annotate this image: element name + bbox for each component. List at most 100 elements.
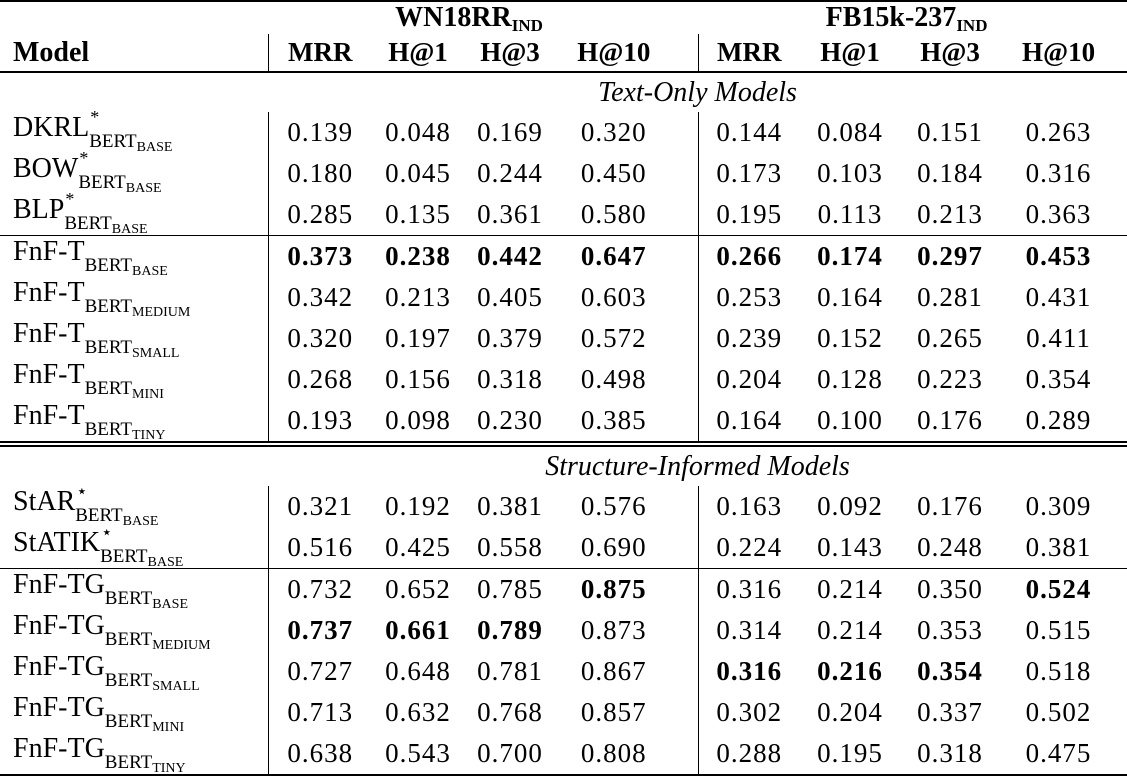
metric-column-header: H@1 [372,34,464,73]
model-subsubscript: BASE [147,555,184,570]
model-name-cell: FnF-TGBERTBASE [0,568,268,612]
model-name-cell: FnF-TGBERTMINI [0,692,268,735]
metric-value-cell: 0.316 [697,568,801,610]
metric-value-cell: 0.244 [477,158,543,188]
section-spacer-cell [0,72,268,112]
model-subscript-stack: * BERTBASE [89,108,172,155]
model-name-cell: FnF-TGBERTMEDIUM [0,610,268,653]
metric-value-cell: 0.576 [580,491,647,521]
metric-value-cell: 0.193 [267,400,372,443]
metric-value-cell: 0.214 [800,568,901,610]
metric-value-cell: 0.164 [817,282,883,312]
metric-value-cell: 0.100 [800,400,901,443]
metric-value-cell: 0.163 [697,486,801,527]
metric-value-cell: 0.475 [1025,738,1092,768]
model-subscript: BERT [78,172,126,193]
model-name-base: FnF-TG [13,569,105,600]
section-spacer-cell [0,446,268,486]
model-superscript-mark: * [65,189,75,209]
metric-value-cell: 0.195 [697,194,801,236]
metric-value-cell: 0.353 [917,615,983,645]
metric-value-cell: 0.113 [817,199,883,229]
metric-value-cell: 0.135 [385,199,451,229]
model-subscript: BERT [84,419,132,440]
metric-value-cell: 0.385 [556,400,699,443]
model-subsubscript: BASE [111,222,148,237]
metric-value-cell: 0.144 [697,112,801,153]
section-title: Structure-Informed Models [545,450,850,482]
model-subscript-stack: ⋆ BERTBASE [75,482,159,529]
model-subscript: BERT [84,378,132,399]
metric-value-cell: 0.873 [580,615,647,645]
model-name-base: FnF-TG [13,692,105,723]
metric-value-cell: 0.411 [1026,323,1091,353]
model-name-base: FnF-TG [13,610,105,641]
model-subscript-stack: BERTBASE [85,249,168,279]
metric-value-cell: 0.098 [372,400,464,443]
metric-value-cell: 0.103 [817,158,883,188]
section-header-row: Structure-Informed Models [0,446,1127,486]
metric-value-cell: 0.263 [1025,117,1092,147]
metric-value-cell: 0.288 [697,733,801,775]
model-name-base: StAR [13,486,76,517]
dataset-name: FB15k-237 [825,2,957,33]
metric-value-cell: 0.857 [580,697,647,727]
metric-value-cell: 0.867 [580,656,647,686]
model-subscript-stack: BERTBASE [105,582,188,612]
model-subscript-stack: BERTMINI [84,372,164,402]
model-subsubscript: BASE [125,181,162,196]
metric-value-cell: 0.195 [817,738,883,768]
model-subscript: BERT [84,337,132,358]
metric-column-header: MRR [267,34,372,73]
metric-value-cell: 0.238 [372,235,464,277]
model-column-header: Model [0,34,268,73]
metric-value-cell: 0.316 [1025,158,1092,188]
model-subsubscript: MINI [132,387,164,402]
metric-column-header: MRR [697,34,801,73]
metric-value-cell: 0.361 [477,199,543,229]
metric-value-cell: 0.373 [267,235,372,277]
metric-value-cell: 0.320 [580,117,647,147]
model-name-base: FnF-T [13,359,85,390]
metric-value-cell: 0.184 [917,158,983,188]
corner-cell [0,1,268,34]
model-name-cell: FnF-TBERTSMALL [0,318,268,361]
model-subscript-stack: BERTSMALL [84,331,180,361]
metric-value-cell: 0.197 [385,323,451,353]
model-name-base: FnF-T [13,277,85,308]
metric-value-cell: 0.405 [477,282,543,312]
metric-value-cell: 0.204 [697,359,801,400]
metric-value-cell: 0.450 [580,158,647,188]
section-title: Text-Only Models [598,76,797,108]
table-row: FnF-TBERTMINI 0.268 0.156 0.318 0.498 0.204 0.… [0,359,1127,402]
metric-value-cell: 0.213 [385,282,451,312]
model-subsubscript: SMALL [132,346,180,361]
metric-value-cell: 0.515 [1025,615,1092,645]
metric-value-cell: 0.516 [267,527,372,569]
table-row: FnF-TBERTTINY 0.193 0.098 0.230 0.385 0.164 0.… [0,400,1127,443]
metric-column-header: H@3 [900,34,1001,73]
metric-value-cell: 0.603 [580,282,647,312]
metric-value-cell: 0.363 [1025,199,1092,229]
metric-value-cell: 0.045 [385,158,451,188]
metric-value-cell: 0.143 [817,532,883,562]
metric-value-cell: 0.281 [917,282,983,312]
metric-value-cell: 0.379 [477,323,543,353]
model-subsubscript: SMALL [152,679,200,694]
model-subsubscript: BASE [122,514,159,529]
metric-value-cell: 0.558 [477,532,543,562]
model-subscript: BERT [75,505,123,526]
model-superscript-mark: * [90,107,100,127]
model-subscript: BERT [100,546,148,567]
model-subscript-stack: BERTMEDIUM [85,290,191,320]
metric-value-cell: 0.727 [267,651,372,692]
metric-value-cell: 0.518 [1025,656,1092,686]
metric-value-cell: 0.789 [477,615,543,645]
metric-value-cell: 0.808 [580,738,647,768]
metric-value-cell: 0.239 [697,318,801,359]
metric-value-cell: 0.192 [385,491,451,521]
metric-value-cell: 0.354 [1025,364,1092,394]
model-subsubscript: TINY [152,761,186,776]
